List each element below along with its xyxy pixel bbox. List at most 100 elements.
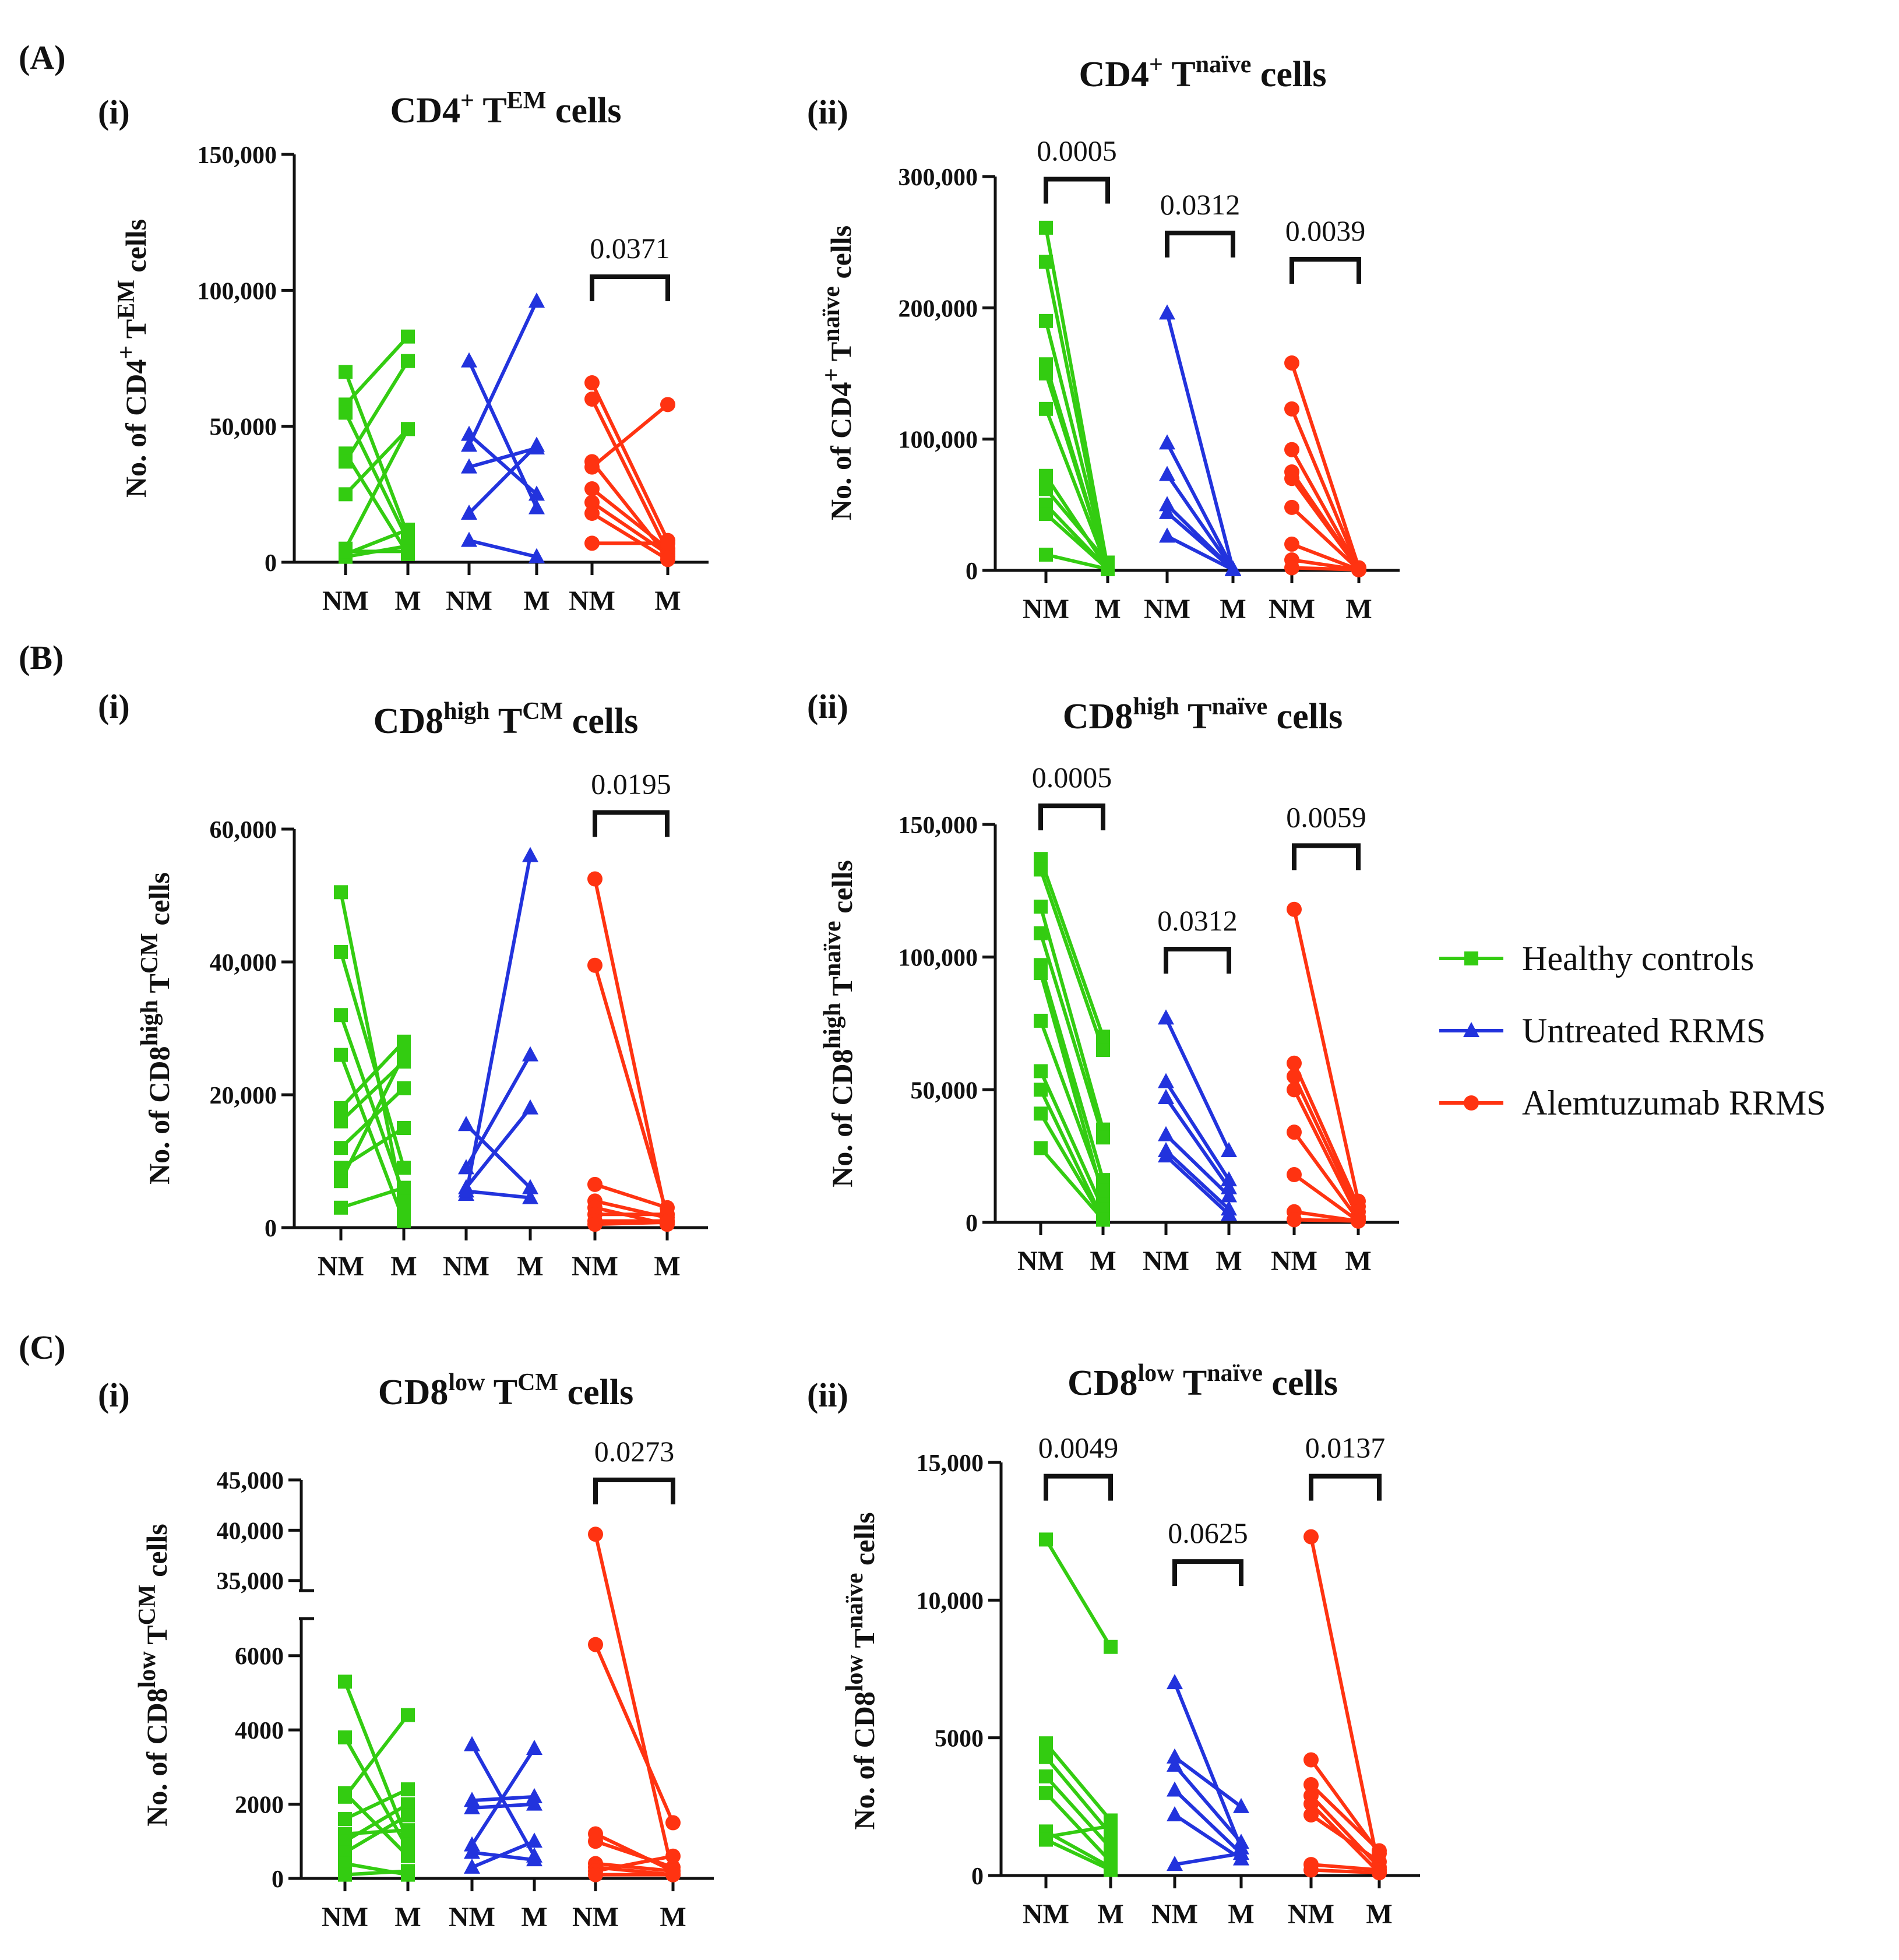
point-m	[397, 1121, 411, 1135]
x-tick-label: M	[1228, 1899, 1254, 1930]
x-tick-label: NM	[1143, 1246, 1189, 1277]
x-tick-label: M	[394, 586, 421, 616]
chart-title: CD8high Tnaïve cells	[1063, 693, 1343, 736]
point-nm	[334, 1200, 348, 1215]
point-nm	[1034, 1106, 1048, 1121]
point-m	[529, 292, 545, 308]
paired-line	[339, 1060, 406, 1123]
paired-line	[470, 1747, 536, 1846]
point-nm	[587, 871, 603, 887]
point-m	[401, 354, 415, 368]
point-m	[529, 485, 545, 501]
point-m	[660, 397, 675, 413]
paired-line	[1039, 1089, 1105, 1221]
paired-line	[1039, 932, 1105, 1138]
paired-line	[1292, 1062, 1360, 1207]
point-m	[401, 544, 415, 559]
paired-line	[1039, 964, 1105, 1180]
significance-bracket: 0.0005	[1032, 761, 1112, 831]
series-alemtuzumab	[587, 871, 675, 1232]
point-nm	[1034, 965, 1048, 980]
point-nm	[1039, 313, 1053, 328]
paired-line	[591, 512, 669, 561]
paired-line	[1165, 473, 1235, 571]
point-nm	[339, 365, 353, 379]
bracket-line	[1164, 947, 1231, 974]
paired-line	[590, 398, 670, 552]
point-nm	[1158, 1073, 1174, 1088]
point-nm	[588, 1834, 603, 1849]
paired-line	[1166, 511, 1234, 572]
paired-line	[1044, 1755, 1112, 1836]
legend-marker	[1463, 1022, 1479, 1037]
paired-line	[344, 360, 410, 463]
point-m	[660, 552, 675, 567]
point-nm	[1287, 1212, 1302, 1228]
chart-panel-6: (ii) CD8low Tnaïve cells No. of CD8low Tna…	[807, 1360, 1420, 1930]
x-tick-label: NM	[449, 1902, 495, 1933]
series-untreated	[1159, 304, 1241, 576]
point-m	[397, 1081, 411, 1095]
paired-line	[1164, 1154, 1231, 1216]
point-m	[1221, 1205, 1237, 1221]
paired-line	[1039, 906, 1105, 1130]
significance-bracket: 0.0049	[1038, 1432, 1118, 1501]
legend-label: Alemtuzumab RRMS	[1522, 1084, 1826, 1122]
paired-line	[339, 1054, 406, 1182]
point-nm	[1158, 1088, 1174, 1104]
y-tick-label: 50,000	[911, 1077, 978, 1104]
point-nm	[1039, 1786, 1053, 1800]
point-nm	[1167, 1806, 1183, 1822]
point-m	[526, 1795, 542, 1811]
series-alemtuzumab	[588, 1527, 681, 1883]
point-m	[1221, 1142, 1237, 1158]
point-m	[1096, 1030, 1110, 1044]
series-healthy	[334, 885, 411, 1228]
point-nm	[1167, 1756, 1183, 1772]
point-m	[401, 1808, 415, 1822]
chart-panel-3: (i) CD8high TCM cells No. of CD8high TCM c…	[98, 688, 708, 1282]
paired-line	[471, 1839, 535, 1869]
point-m	[397, 1180, 411, 1195]
point-nm	[339, 406, 353, 420]
point-m	[526, 1740, 542, 1755]
point-nm	[334, 1048, 348, 1062]
point-m	[1101, 562, 1115, 576]
point-nm	[339, 454, 353, 469]
x-tick-label: NM	[1288, 1899, 1334, 1930]
significance-bracket: 0.0137	[1305, 1432, 1385, 1501]
y-tick-label: 60,000	[210, 817, 277, 844]
paired-line	[344, 1869, 408, 1877]
y-tick-label: 150,000	[899, 812, 978, 839]
p-value-label: 0.0312	[1157, 904, 1238, 937]
point-nm	[1287, 1055, 1302, 1071]
y-axis-label: No. of CD8low TCM cells	[134, 1524, 173, 1827]
paired-line	[1044, 1538, 1112, 1648]
y-tick-label: 4000	[235, 1718, 284, 1744]
point-nm	[464, 1858, 480, 1874]
point-nm	[587, 1217, 603, 1232]
paired-line	[1291, 566, 1359, 572]
point-m	[401, 1708, 415, 1722]
point-nm	[584, 506, 600, 521]
bracket-line	[1044, 177, 1110, 204]
y-tick-label: 100,000	[899, 945, 978, 972]
point-m	[665, 1867, 681, 1883]
y-tick-label: 35,000	[217, 1568, 284, 1595]
paired-line	[593, 964, 669, 1215]
point-m	[401, 1782, 415, 1797]
paired-line	[1294, 1218, 1359, 1223]
y-tick-label: 100,000	[899, 427, 978, 454]
point-nm	[1039, 366, 1053, 380]
point-nm	[464, 1843, 480, 1859]
x-tick-label: NM	[572, 1902, 619, 1933]
point-nm	[588, 1527, 603, 1542]
paired-line	[343, 1681, 410, 1842]
y-tick-label: 0	[265, 550, 277, 577]
point-nm	[1303, 1796, 1319, 1812]
point-nm	[1159, 466, 1175, 481]
paired-line	[464, 855, 532, 1195]
point-m	[401, 1823, 415, 1838]
point-nm	[1167, 1856, 1183, 1871]
point-m	[1104, 1863, 1118, 1877]
